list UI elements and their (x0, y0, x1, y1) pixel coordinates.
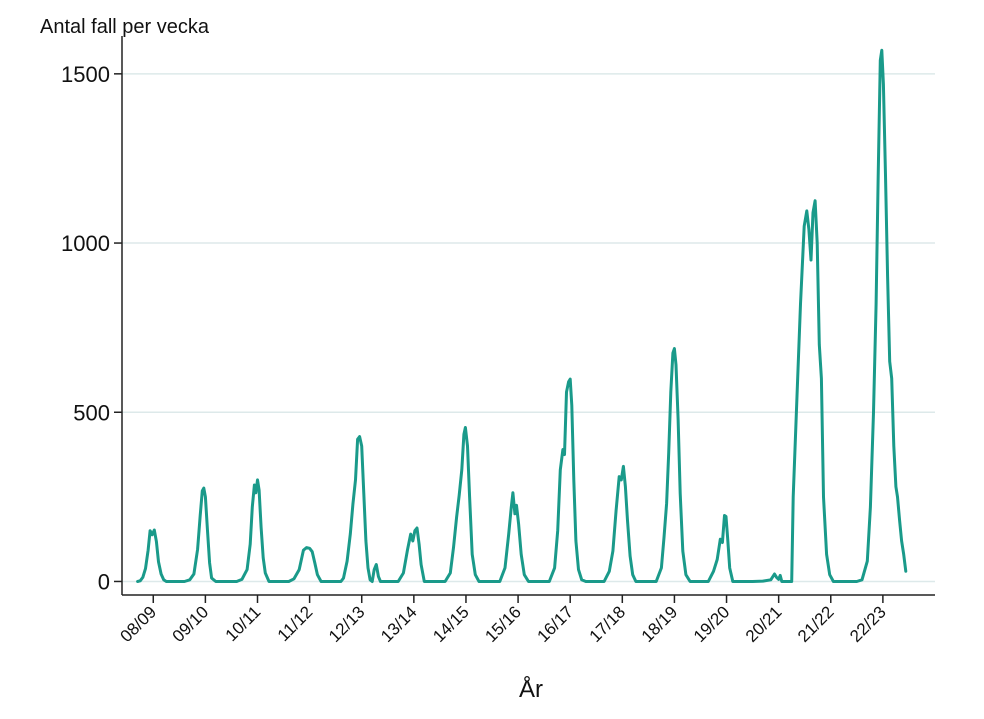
y-tick-label: 1500 (61, 62, 110, 87)
gridlines (122, 73, 935, 583)
x-tick-label: 15/16 (481, 602, 525, 646)
x-tick-label: 11/12 (274, 602, 317, 645)
y-ticks: 0 500 1000 1500 (61, 62, 122, 594)
y-tick-label: 0 (98, 569, 110, 594)
x-tick-label: 20/21 (742, 602, 786, 646)
x-ticks: 08/09 09/10 10/11 11/12 12/13 13/14 14/15 15/16… (117, 595, 890, 646)
series-layer (136, 48, 908, 583)
series-line (136, 48, 908, 583)
y-tick-label: 500 (73, 400, 110, 425)
y-tick-label: 1000 (61, 231, 110, 256)
x-tick-label: 09/10 (169, 602, 213, 646)
x-tick-label: 08/09 (117, 602, 161, 646)
x-tick-label: 21/22 (794, 602, 838, 646)
x-tick-label: 12/13 (325, 602, 369, 646)
x-tick-label: 22/23 (846, 602, 890, 646)
x-tick-label: 14/15 (429, 602, 473, 646)
x-tick-label: 18/19 (638, 602, 682, 646)
y-axis-label: Antal fall per vecka (40, 16, 209, 38)
x-tick-label: 19/20 (690, 602, 734, 646)
axes (121, 36, 935, 596)
x-tick-label: 13/14 (377, 602, 421, 646)
x-axis-label-wrap: År (0, 676, 984, 704)
x-axis-label: År (519, 676, 543, 703)
x-tick-label: 17/18 (586, 602, 630, 646)
x-tick-label: 10/11 (222, 602, 265, 645)
x-tick-label: 16/17 (534, 602, 578, 646)
